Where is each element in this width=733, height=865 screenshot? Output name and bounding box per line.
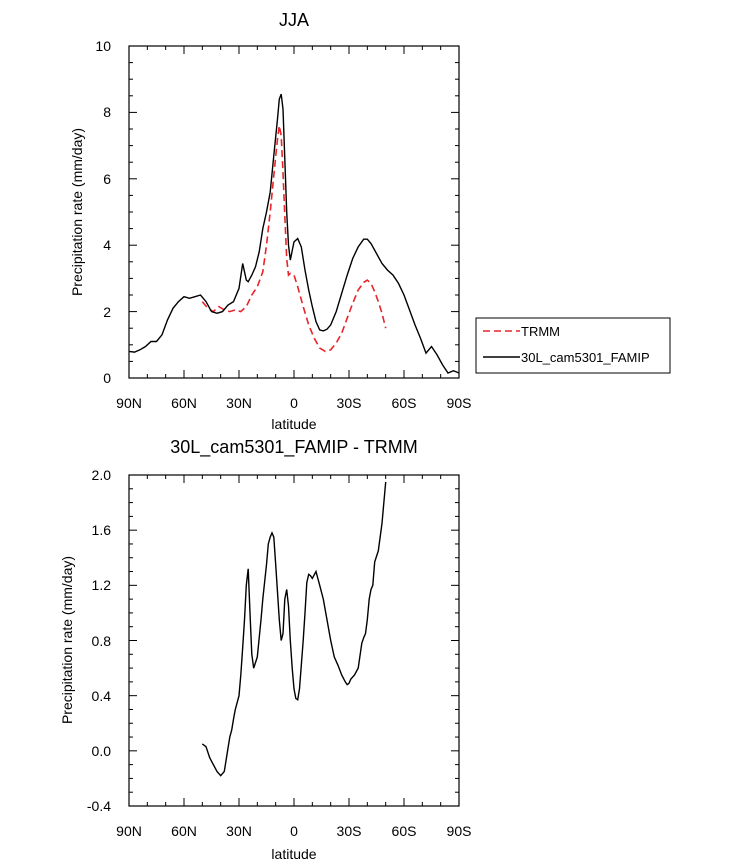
bottom-x-tick-label: 30S [337, 823, 362, 839]
bottom-y-tick-label: 2.0 [92, 467, 112, 483]
bottom-y-tick-label: 0.4 [92, 688, 112, 704]
top-x-tick-label: 90N [116, 395, 142, 411]
top-y-tick-labels: 0 2 4 6 8 10 [95, 38, 111, 386]
bottom-y-tick-label: 0.8 [92, 633, 112, 649]
bottom-y-tick-label: 1.2 [92, 577, 112, 593]
top-x-tick-label: 60S [392, 395, 417, 411]
bottom-ticks [128, 474, 460, 807]
top-x-tick-label: 30N [226, 395, 252, 411]
top-chart-title: JJA [279, 10, 309, 30]
top-y-tick-label: 10 [95, 38, 111, 54]
bottom-x-tick-label: 60S [392, 823, 417, 839]
model-series-line [128, 93, 460, 374]
trmm-series-line [201, 125, 387, 353]
difference-series-line [201, 481, 387, 777]
bottom-plot-frame [128, 474, 460, 807]
bottom-y-tick-label: 0.0 [92, 743, 112, 759]
legend-model-label: 30L_cam5301_FAMIP [521, 350, 650, 365]
bottom-x-axis-label: latitude [271, 846, 316, 862]
legend: TRMM 30L_cam5301_FAMIP [475, 317, 671, 374]
bottom-y-tick-label: -0.4 [87, 798, 111, 814]
bottom-y-axis-label: Precipitation rate (mm/day) [59, 556, 75, 724]
bottom-y-tick-labels: -0.4 0.0 0.4 0.8 1.2 1.6 2.0 [87, 467, 111, 814]
bottom-x-tick-label: 30N [226, 823, 252, 839]
top-x-tick-label: 0 [290, 395, 298, 411]
bottom-chart-title: 30L_cam5301_FAMIP - TRMM [170, 437, 417, 458]
top-y-tick-label: 6 [103, 171, 111, 187]
bottom-x-tick-label: 0 [290, 823, 298, 839]
top-x-axis-label: latitude [271, 416, 316, 432]
top-ticks [128, 45, 460, 379]
top-y-tick-label: 4 [103, 237, 111, 253]
legend-box [475, 317, 671, 374]
top-x-tick-label: 90S [447, 395, 472, 411]
top-plot-frame [128, 45, 460, 379]
bottom-y-tick-label: 1.6 [92, 522, 112, 538]
top-y-tick-label: 0 [103, 370, 111, 386]
top-y-tick-label: 2 [103, 304, 111, 320]
top-y-axis-label: Precipitation rate (mm/day) [69, 128, 85, 296]
top-x-tick-label: 60N [171, 395, 197, 411]
top-panel: JJA 90N 60N 30N 0 30S 60S 90S 0 2 4 6 8 … [69, 10, 471, 432]
top-x-tick-label: 30S [337, 395, 362, 411]
top-y-tick-label: 8 [103, 104, 111, 120]
bottom-x-tick-label: 60N [171, 823, 197, 839]
bottom-x-tick-label: 90N [116, 823, 142, 839]
bottom-x-tick-label: 90S [447, 823, 472, 839]
top-x-tick-labels: 90N 60N 30N 0 30S 60S 90S [116, 395, 471, 411]
bottom-x-tick-labels: 90N 60N 30N 0 30S 60S 90S [116, 823, 471, 839]
legend-trmm-label: TRMM [521, 324, 560, 339]
bottom-panel: 30L_cam5301_FAMIP - TRMM 90N 60N 30N 0 3… [59, 437, 471, 862]
